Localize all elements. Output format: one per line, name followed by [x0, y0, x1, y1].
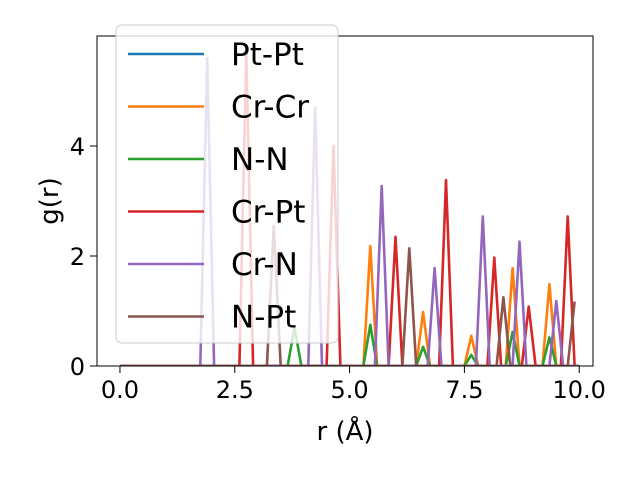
legend-label-cr-n: Cr-N [231, 247, 298, 283]
x-tick-label: 5.0 [331, 376, 369, 404]
y-tick-label: 2 [70, 243, 85, 271]
series-line-cr-n [120, 56, 580, 366]
legend-label-cr-cr: Cr-Cr [231, 90, 309, 126]
x-tick-label: 7.5 [445, 376, 483, 404]
legend-label-cr-pt: Cr-Pt [231, 195, 305, 231]
x-tick-label: 2.5 [216, 376, 254, 404]
y-tick-label: 0 [70, 353, 85, 381]
y-tick-label: 4 [70, 133, 85, 161]
legend-box [115, 24, 339, 344]
y-axis-label: g(r) [35, 177, 65, 224]
plot-frame [96, 35, 594, 367]
x-tick-label: 10.0 [553, 376, 606, 404]
legend: Pt-Pt Cr-Cr N-N Cr-Pt Cr-N N-Pt [115, 24, 339, 344]
legend-label-n-n: N-N [231, 142, 289, 178]
legend-label-pt-pt: Pt-Pt [231, 37, 304, 73]
x-axis-label: r (Å) [316, 415, 373, 447]
x-axis: 0.0 2.5 5.0 7.5 10.0 [101, 366, 606, 404]
legend-label-n-pt: N-Pt [231, 300, 296, 336]
series-line-cr-cr [120, 244, 580, 366]
series-line-cr-pt [120, 51, 580, 366]
y-axis: 0 2 4 [70, 133, 97, 381]
x-tick-label: 0.0 [101, 376, 139, 404]
